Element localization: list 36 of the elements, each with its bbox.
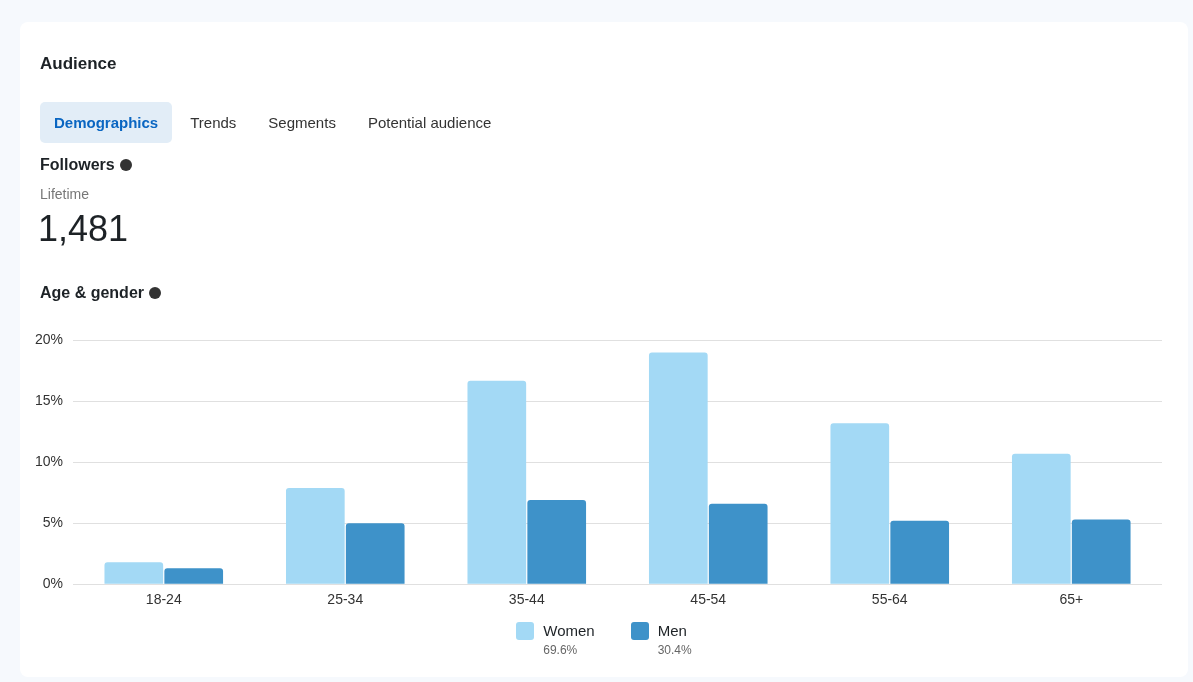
x-tick-label: 55-64 xyxy=(871,591,908,608)
text: Segments xyxy=(267,113,337,133)
text: 30.4% xyxy=(657,643,692,657)
bar xyxy=(467,380,527,584)
bar xyxy=(890,520,950,584)
x-tick-label: 45-54 xyxy=(690,591,727,608)
bar xyxy=(527,500,587,584)
bar xyxy=(104,562,164,584)
x-tick-label: 18-24 xyxy=(145,591,182,608)
text: Audience xyxy=(40,54,117,74)
y-tick-label: 10% xyxy=(34,453,64,470)
bar xyxy=(830,423,890,584)
bar xyxy=(345,523,405,584)
text: 1,481 xyxy=(38,208,129,250)
text: Trends xyxy=(189,113,238,133)
bar xyxy=(164,568,224,584)
legend-label: Men xyxy=(657,622,688,639)
y-tick-label: 0% xyxy=(42,575,64,592)
text: Potential audience xyxy=(366,113,493,133)
bar xyxy=(285,487,345,584)
chart-title: Age & gender xyxy=(40,284,145,302)
bar xyxy=(648,352,708,584)
x-tick-label: 35-44 xyxy=(508,591,545,608)
text: 69.6% xyxy=(543,643,579,657)
x-tick-label: 25-34 xyxy=(327,591,364,608)
bar xyxy=(1071,519,1131,584)
x-tick-label: 65+ xyxy=(1059,591,1084,608)
y-tick-label: 5% xyxy=(42,514,64,531)
bar xyxy=(708,503,768,584)
text: Followers xyxy=(40,156,115,174)
text: Demographics xyxy=(40,102,173,143)
y-tick-label: 15% xyxy=(34,392,64,409)
y-tick-label: 20% xyxy=(34,331,64,348)
bar xyxy=(1011,453,1071,584)
text: Lifetime xyxy=(40,186,90,202)
legend-label: Women xyxy=(543,622,595,639)
